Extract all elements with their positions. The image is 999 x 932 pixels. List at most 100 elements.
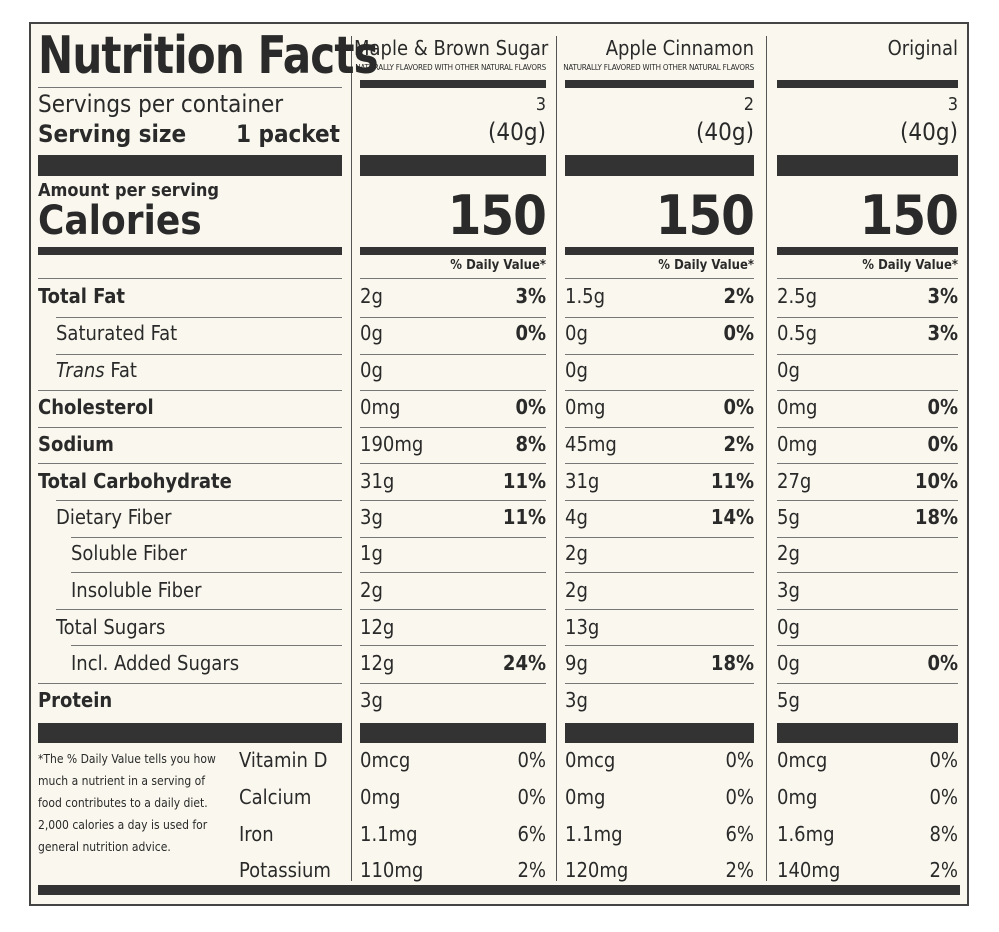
vitamin-amount: 0mcg (360, 748, 411, 772)
nutrient-amount: 0g (777, 358, 800, 382)
vitamin-daily-value: 0% (517, 748, 546, 772)
nutrient-daily-value: 18% (710, 651, 754, 675)
vitamin-amount: 110mg (360, 858, 424, 882)
nutrient-amount: 31g (360, 469, 395, 493)
column-flavor-note: NATURALLY FLAVORED WITH OTHER NATURAL FL… (563, 63, 754, 72)
nutrient-amount: 0.5g (777, 321, 818, 345)
nutrient-amount: 0mg (360, 395, 401, 419)
nutrient-label-italic: Trans (56, 358, 105, 382)
nutrient-amount: 4g (565, 505, 588, 529)
daily-value-header: % Daily Value* (450, 258, 546, 273)
row-divider (38, 683, 342, 684)
nutrient-label: Trans Fat (56, 358, 137, 382)
row-divider (565, 537, 754, 538)
row-divider (56, 354, 342, 355)
row-divider (38, 390, 342, 391)
nutrient-label: Cholesterol (38, 395, 154, 419)
row-divider (360, 500, 546, 501)
column-divider (766, 36, 767, 881)
nutrient-daily-value: 24% (502, 651, 546, 675)
column-name: Maple & Brown Sugar (354, 36, 549, 60)
calories-label: Calories (38, 198, 202, 244)
nutrient-amount: 12g (360, 651, 395, 675)
vitamin-daily-value: 2% (725, 858, 754, 882)
nutrient-amount: 0mg (777, 395, 818, 419)
nutrient-label: Sodium (38, 432, 114, 456)
row-divider (360, 317, 546, 318)
nutrient-amount: 3g (777, 578, 800, 602)
nutrient-amount: 2g (565, 541, 588, 565)
nutrient-label-suffix: Fat (104, 358, 137, 382)
row-divider (360, 390, 546, 391)
nutrient-amount: 5g (777, 505, 800, 529)
column-flavor-note: NATURALLY FLAVORED WITH OTHER NATURAL FL… (355, 63, 546, 72)
servings-per-container-value: 3 (535, 94, 546, 115)
nutrient-daily-value: 11% (502, 505, 546, 529)
nutrient-daily-value: 0% (723, 321, 754, 345)
row-divider (565, 463, 754, 464)
nutrient-label: Protein (38, 688, 113, 712)
column-name: Apple Cinnamon (605, 36, 754, 60)
nutrient-label: Soluble Fiber (71, 541, 187, 565)
row-divider (360, 537, 546, 538)
vitamin-label: Vitamin D (239, 748, 328, 772)
nutrient-daily-value: 0% (927, 432, 958, 456)
row-divider (565, 390, 754, 391)
nutrient-amount: 0mg (777, 432, 818, 456)
bottom-bar (38, 885, 960, 895)
column-header-bar (360, 80, 546, 88)
nutrient-daily-value: 2% (723, 284, 754, 308)
amount-per-serving: Amount per serving (38, 180, 220, 201)
nutrient-amount: 3g (360, 505, 383, 529)
medium-divider (38, 247, 342, 255)
vitamin-daily-value: 2% (517, 858, 546, 882)
row-divider (360, 354, 546, 355)
vitamin-amount: 0mcg (777, 748, 828, 772)
column-divider (351, 36, 352, 881)
nutrient-amount: 12g (360, 615, 395, 639)
row-divider (565, 354, 754, 355)
nutrient-amount: 27g (777, 469, 812, 493)
row-divider (777, 537, 958, 538)
vitamin-daily-value: 0% (725, 748, 754, 772)
nutrient-amount: 2g (777, 541, 800, 565)
vitamin-daily-value: 6% (517, 822, 546, 846)
nutrient-amount: 0g (360, 358, 383, 382)
row-divider (360, 427, 546, 428)
medium-divider (777, 247, 958, 255)
row-divider (777, 572, 958, 573)
medium-divider (360, 247, 546, 255)
row-divider (565, 500, 754, 501)
vitamin-amount: 0mg (777, 785, 818, 809)
nutrient-daily-value: 14% (710, 505, 754, 529)
nutrient-daily-value: 0% (927, 651, 958, 675)
nutrient-daily-value: 8% (515, 432, 546, 456)
nutrient-amount: 0g (565, 321, 588, 345)
nutrient-amount: 1g (360, 541, 383, 565)
row-divider (360, 609, 546, 610)
row-divider (565, 572, 754, 573)
nutrient-label: Dietary Fiber (56, 505, 172, 529)
vitamin-label: Potassium (239, 858, 331, 882)
nutrient-daily-value: 3% (515, 284, 546, 308)
row-divider (360, 683, 546, 684)
row-divider (565, 645, 754, 646)
row-divider (38, 278, 342, 279)
row-divider (360, 278, 546, 279)
medium-divider (565, 247, 754, 255)
row-divider (565, 427, 754, 428)
column-header-bar (777, 80, 958, 88)
serving-size-label: Serving size (38, 120, 187, 148)
row-divider (777, 463, 958, 464)
nutrient-amount: 2g (565, 578, 588, 602)
nutrient-label: Saturated Fat (56, 321, 178, 345)
row-divider (777, 683, 958, 684)
nutrient-amount: 0g (777, 615, 800, 639)
nutrient-amount: 3g (360, 688, 383, 712)
daily-value-header: % Daily Value* (862, 258, 958, 273)
vitamin-amount: 1.6mg (777, 822, 835, 846)
nutrient-daily-value: 3% (927, 321, 958, 345)
row-divider (38, 463, 342, 464)
row-divider (565, 683, 754, 684)
nutrient-amount: 9g (565, 651, 588, 675)
